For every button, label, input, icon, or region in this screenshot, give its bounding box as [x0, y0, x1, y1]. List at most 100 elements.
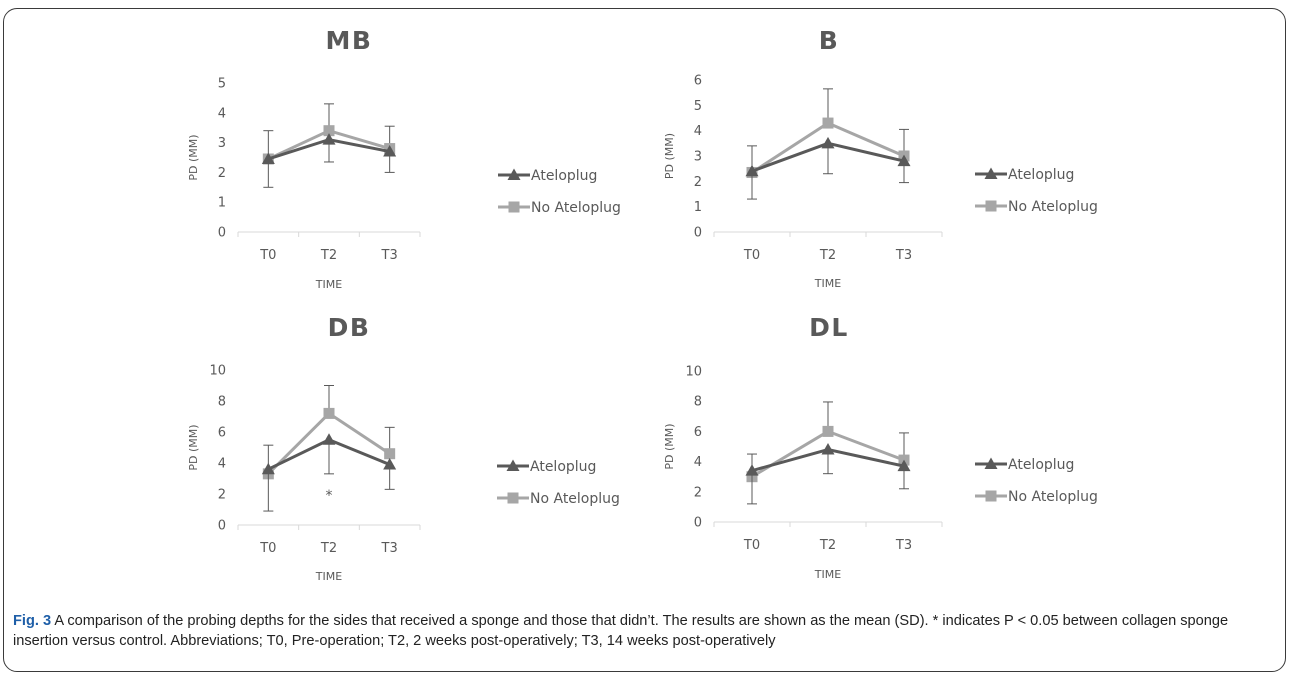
- significance-marker: *: [326, 488, 333, 504]
- y-tick-label: 2: [694, 175, 702, 190]
- y-tick-label: 6: [694, 74, 702, 89]
- data-point: [745, 164, 759, 177]
- data-point: [897, 459, 911, 472]
- x-axis-title: TIME: [814, 568, 841, 581]
- y-tick-label: 6: [694, 425, 702, 440]
- legend-marker: [507, 168, 521, 180]
- chart-title: B: [819, 26, 840, 55]
- chart-title: DL: [809, 313, 849, 342]
- y-tick-label: 5: [218, 77, 226, 92]
- y-tick-label: 4: [218, 457, 226, 472]
- x-tick-label: T3: [381, 248, 398, 263]
- x-tick-label: T0: [259, 248, 276, 263]
- y-axis-title: PD (MM): [187, 134, 200, 180]
- legend-marker: [506, 459, 520, 471]
- data-point: [323, 125, 335, 137]
- data-point: [821, 443, 835, 455]
- data-point: [322, 433, 336, 445]
- legend-marker: [984, 167, 998, 179]
- chart-title: DB: [328, 313, 371, 342]
- y-tick-label: 4: [694, 124, 702, 139]
- y-tick-label: 8: [218, 395, 226, 410]
- caption-label: Fig. 3: [13, 613, 52, 629]
- legend-label: Ateloplug: [1008, 457, 1074, 473]
- legend-marker: [985, 490, 997, 502]
- series-ateloplug: [745, 136, 911, 200]
- y-tick-label: 4: [218, 106, 226, 121]
- y-tick-label: 0: [694, 516, 702, 531]
- series-ateloplug: [261, 433, 397, 512]
- y-tick-label: 2: [694, 485, 702, 500]
- caption-text: A comparison of the probing depths for t…: [13, 613, 1229, 649]
- y-tick-label: 3: [694, 150, 702, 165]
- data-point: [322, 133, 336, 145]
- y-axis-title: PD (MM): [663, 133, 676, 179]
- y-tick-label: 0: [218, 226, 226, 241]
- y-tick-label: 10: [685, 365, 702, 380]
- data-point: [383, 458, 397, 470]
- y-axis-title: PD (MM): [663, 423, 676, 469]
- x-tick-label: T2: [819, 248, 836, 263]
- x-tick-label: T3: [895, 538, 912, 553]
- y-tick-label: 4: [694, 455, 702, 470]
- x-axis-title: TIME: [315, 570, 342, 583]
- data-point: [745, 464, 759, 476]
- chart-panel-db: DB 0 2 4 6 8 10 T0 T2 T3 TIME PD (MM) * Ateloplug No A…: [187, 313, 620, 583]
- x-tick-label: T0: [743, 538, 760, 553]
- x-tick-label: T0: [259, 541, 276, 556]
- x-tick-label: T2: [819, 538, 836, 553]
- data-point: [821, 136, 835, 149]
- y-tick-label: 5: [694, 99, 702, 114]
- x-tick-label: T2: [320, 248, 337, 263]
- chart-panel-mb: MB 0 1 2 3 4 5 T0 T2 T3 TIME PD (MM) Ateloplug No Ate…: [187, 26, 621, 291]
- data-point: [897, 154, 911, 167]
- data-point: [383, 145, 397, 157]
- chart-legend: Ateloplug No Ateloplug: [975, 457, 1098, 505]
- chart-legend: Ateloplug No Ateloplug: [975, 167, 1098, 215]
- y-tick-label: 6: [218, 426, 226, 441]
- data-point: [323, 407, 335, 419]
- legend-marker: [984, 457, 998, 469]
- legend-label: Ateloplug: [531, 168, 597, 184]
- y-tick-label: 10: [209, 364, 226, 379]
- y-tick-label: 8: [694, 395, 702, 410]
- chart-title: MB: [326, 26, 373, 55]
- figure-frame: [3, 8, 1286, 672]
- series-ateloplug: [745, 443, 911, 505]
- y-tick-label: 3: [218, 136, 226, 151]
- data-point: [261, 462, 275, 475]
- legend-label: Ateloplug: [1008, 167, 1074, 183]
- chart-panel-b: B 0 1 2 3 4 5 6 T0 T2 T3 TIME PD (MM) Ateloplug No Ate…: [663, 26, 1098, 290]
- legend-label: No Ateloplug: [530, 491, 620, 507]
- legend-marker: [985, 200, 997, 212]
- x-tick-label: T3: [895, 248, 912, 263]
- x-tick-label: T0: [743, 248, 760, 263]
- chart-legend: Ateloplug No Ateloplug: [498, 168, 621, 216]
- legend-label: No Ateloplug: [531, 200, 621, 216]
- legend-marker: [508, 201, 520, 213]
- y-tick-label: 2: [218, 166, 226, 181]
- legend-label: Ateloplug: [530, 459, 596, 475]
- y-tick-label: 0: [218, 519, 226, 534]
- x-axis-title: TIME: [814, 277, 841, 290]
- x-tick-label: T3: [381, 541, 398, 556]
- data-point: [822, 425, 834, 437]
- legend-marker: [507, 492, 519, 504]
- legend-label: No Ateloplug: [1008, 489, 1098, 505]
- data-point: [822, 117, 834, 129]
- chart-legend: Ateloplug No Ateloplug: [497, 459, 620, 507]
- data-point: [384, 448, 396, 460]
- y-tick-label: 1: [694, 200, 702, 215]
- y-axis-title: PD (MM): [187, 424, 200, 470]
- series-ateloplug: [261, 133, 397, 188]
- figure-caption: Fig. 3 A comparison of the probing depth…: [13, 611, 1275, 651]
- legend-label: No Ateloplug: [1008, 199, 1098, 215]
- x-tick-label: T2: [320, 541, 337, 556]
- x-axis-title: TIME: [315, 278, 342, 291]
- y-tick-label: 0: [694, 226, 702, 241]
- data-point: [261, 152, 275, 164]
- y-tick-label: 2: [218, 488, 226, 503]
- chart-panel-dl: DL 0 2 4 6 8 10 T0 T2 T3 TIME PD (MM) Ateloplug No At…: [663, 313, 1098, 581]
- y-tick-label: 1: [218, 196, 226, 211]
